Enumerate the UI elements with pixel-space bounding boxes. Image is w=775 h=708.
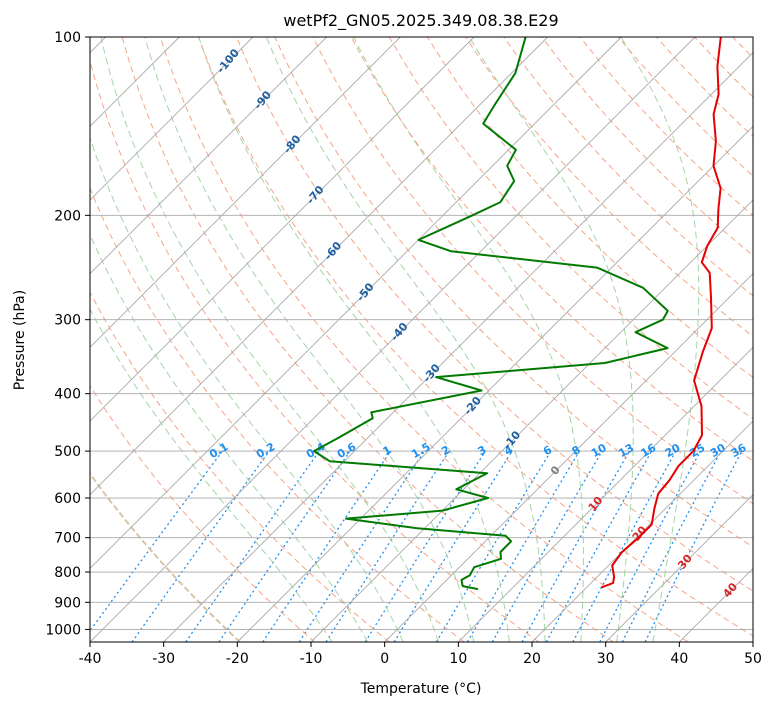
isotherm-line bbox=[605, 494, 753, 642]
dry-adiabat bbox=[388, 37, 753, 420]
pressure-gridlines bbox=[90, 37, 753, 630]
dry-adiabat bbox=[121, 37, 614, 642]
isotherm-line bbox=[90, 37, 327, 275]
y-tick-label: 600 bbox=[54, 491, 81, 507]
moist-adiabats bbox=[90, 37, 700, 642]
mixing-ratio-line bbox=[644, 450, 743, 642]
moist-adiabat bbox=[620, 37, 700, 642]
isotherm-line bbox=[237, 125, 753, 642]
dry-adiabat bbox=[350, 37, 753, 462]
dry-adiabat bbox=[159, 37, 689, 642]
x-axis-label: Temperature (°C) bbox=[360, 681, 482, 697]
moist-adiabat bbox=[353, 37, 584, 642]
dry-adiabat bbox=[465, 37, 753, 338]
y-axis-ticks: 100 200 300 400 500 600 700 800 900 1000 bbox=[45, 30, 90, 638]
mixing-ratio-line bbox=[298, 450, 425, 642]
mixing-ratio-lines bbox=[90, 450, 743, 642]
y-tick-label: 900 bbox=[54, 595, 81, 611]
moist-adiabat bbox=[468, 37, 634, 642]
mixing-ratio-line bbox=[572, 450, 677, 642]
y-tick-label: 800 bbox=[54, 565, 81, 581]
dry-adiabat bbox=[90, 59, 540, 642]
dry-adiabat bbox=[274, 37, 753, 548]
dry-adiabat bbox=[90, 186, 465, 642]
y-tick-label: 1000 bbox=[45, 622, 81, 638]
isotherm-line bbox=[163, 52, 753, 642]
dry-adiabat bbox=[771, 37, 775, 642]
x-tick-label: -20 bbox=[226, 651, 249, 667]
y-tick-label: 100 bbox=[54, 30, 81, 46]
dry-adiabat bbox=[503, 37, 753, 297]
isotherm-line bbox=[310, 199, 753, 642]
isotherm-line bbox=[90, 37, 622, 569]
reference-adiabat bbox=[90, 472, 241, 642]
mixing-ratio-line bbox=[393, 450, 513, 642]
mixing-ratio-line bbox=[521, 450, 631, 642]
dewpoint-profile bbox=[313, 37, 669, 591]
y-tick-label: 400 bbox=[54, 387, 81, 403]
plot-area: 0.1 0.2 0.4 0.6 1 1.5 2 3 4 6 8 10 13 16 20 25 30 36-100-… bbox=[90, 37, 775, 642]
mixing-ratio-line bbox=[185, 450, 320, 642]
isotherm-line bbox=[531, 420, 753, 642]
x-tick-label: -10 bbox=[300, 651, 323, 667]
dry-adiabat bbox=[90, 384, 316, 642]
dry-adiabat bbox=[90, 291, 390, 642]
mixing-ratio-line bbox=[90, 450, 223, 632]
profile-series bbox=[313, 37, 722, 591]
isotherm-line bbox=[90, 37, 696, 642]
x-axis-ticks: -40 -30 -20 -10 0 10 20 30 40 50 bbox=[79, 642, 762, 667]
isotherm-line bbox=[90, 37, 548, 496]
isotherm-line bbox=[752, 641, 753, 642]
moist-adiabat bbox=[144, 37, 475, 642]
plot-frame bbox=[89, 36, 754, 643]
mixing-ratio-line bbox=[325, 450, 450, 642]
mixing-ratio-line bbox=[364, 450, 486, 642]
moist-adiabat bbox=[198, 37, 510, 642]
mixing-ratio-line bbox=[621, 450, 722, 642]
isotherm-line bbox=[458, 346, 753, 642]
mixing-ratio-line bbox=[599, 450, 702, 642]
y-tick-label: 300 bbox=[54, 313, 81, 329]
y-axis-label: Pressure (hPa) bbox=[12, 290, 28, 390]
isotherm-line bbox=[90, 37, 254, 201]
x-tick-label: 30 bbox=[597, 651, 615, 667]
mixing-ratio-line bbox=[491, 450, 603, 642]
plot-background bbox=[90, 37, 753, 642]
x-tick-label: -30 bbox=[152, 651, 175, 667]
chart-title: wetPf2_GN05.2025.349.08.38.E29 bbox=[283, 11, 558, 31]
x-tick-label: 50 bbox=[744, 651, 762, 667]
isotherm-line bbox=[384, 273, 753, 642]
dry-adiabat bbox=[426, 37, 753, 378]
moist-adiabat bbox=[90, 136, 404, 642]
x-tick-label: 40 bbox=[670, 651, 688, 667]
isotherm-line bbox=[90, 37, 401, 348]
mixing-ratio-line bbox=[466, 450, 580, 642]
isotherm-line bbox=[90, 37, 475, 422]
mixing-ratio-line bbox=[545, 450, 653, 642]
y-tick-label: 700 bbox=[54, 531, 81, 547]
x-tick-label: -40 bbox=[79, 651, 102, 667]
moist-adiabat bbox=[265, 37, 546, 642]
x-tick-label: 0 bbox=[380, 651, 389, 667]
y-tick-label: 200 bbox=[54, 208, 81, 224]
moist-adiabat bbox=[90, 233, 369, 642]
x-tick-label: 20 bbox=[523, 651, 541, 667]
temperature-profile bbox=[600, 37, 722, 589]
y-tick-label: 500 bbox=[54, 444, 81, 460]
x-tick-label: 10 bbox=[449, 651, 467, 667]
dry-adiabat bbox=[236, 37, 753, 592]
isotherms bbox=[90, 37, 753, 642]
dry-adiabat bbox=[312, 37, 753, 505]
moist-adiabat bbox=[100, 37, 439, 642]
